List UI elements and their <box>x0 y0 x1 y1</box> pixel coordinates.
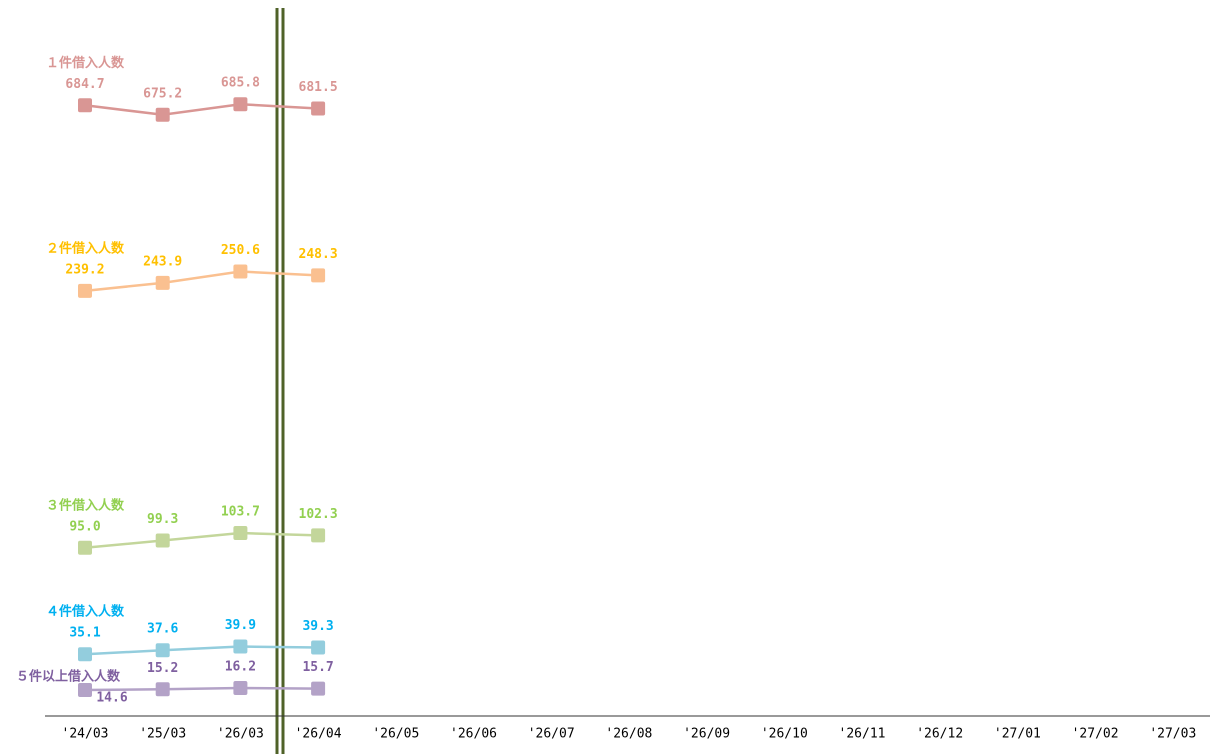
data-label: 675.2 <box>143 86 182 101</box>
data-label: 37.6 <box>147 622 178 637</box>
data-label: 243.9 <box>143 254 182 269</box>
x-tick-label: '26/04 <box>295 727 342 742</box>
point <box>311 681 326 696</box>
point <box>311 640 326 655</box>
x-tick-label: '24/03 <box>62 727 109 742</box>
x-tick-label: '26/07 <box>528 727 575 742</box>
x-tick-label: '27/03 <box>1149 727 1196 742</box>
data-label: 14.6 <box>96 691 127 706</box>
data-label: 103.7 <box>221 505 260 520</box>
point <box>155 107 170 122</box>
point <box>233 526 248 541</box>
data-label: 15.7 <box>302 660 333 675</box>
point <box>233 639 248 654</box>
series-label: ４件借入人数 <box>46 604 125 620</box>
series-label: １件借入人数 <box>46 55 125 71</box>
series-line <box>84 531 319 550</box>
series-line <box>84 645 319 656</box>
x-tick-label: '27/02 <box>1072 727 1119 742</box>
point <box>311 101 326 116</box>
point <box>155 682 170 697</box>
point <box>311 528 326 543</box>
point <box>78 647 92 662</box>
data-label: 15.2 <box>147 661 178 676</box>
data-label: 95.0 <box>69 519 100 534</box>
x-tick-label: '26/08 <box>605 727 652 742</box>
series-label: ３件借入人数 <box>46 497 125 513</box>
data-label: 39.9 <box>225 618 256 633</box>
series-label: ５件以上借入人数 <box>16 669 121 685</box>
x-tick-label: '27/01 <box>994 727 1041 742</box>
x-tick-label: '26/05 <box>372 727 419 742</box>
point <box>233 97 248 112</box>
x-tick-label: '26/10 <box>761 727 808 742</box>
data-label: 684.7 <box>65 77 104 92</box>
data-label: 39.3 <box>302 619 333 634</box>
data-label: 248.3 <box>299 247 338 262</box>
x-tick-label: '25/03 <box>139 727 186 742</box>
point <box>233 264 248 279</box>
series-line <box>84 102 319 117</box>
data-label: 99.3 <box>147 512 178 527</box>
data-label: 685.8 <box>221 76 260 91</box>
point <box>78 283 92 298</box>
x-tick-label: '26/03 <box>217 727 264 742</box>
point <box>78 540 92 555</box>
point <box>311 268 326 283</box>
data-label: 239.2 <box>65 262 104 277</box>
point <box>155 643 170 658</box>
x-tick-label: '26/06 <box>450 727 497 742</box>
point <box>78 98 92 113</box>
data-label: 681.5 <box>299 80 338 95</box>
series-label: ２件借入人数 <box>46 240 125 256</box>
x-tick-label: '26/12 <box>916 727 963 742</box>
point <box>155 275 170 290</box>
data-label: 16.2 <box>225 660 256 675</box>
data-label: 250.6 <box>221 243 260 258</box>
x-tick-label: '26/11 <box>839 727 886 742</box>
x-tick-label: '26/09 <box>683 727 730 742</box>
data-label: 35.1 <box>69 626 100 641</box>
point <box>233 681 248 695</box>
point <box>155 533 170 548</box>
series-line <box>84 686 319 692</box>
data-label: 102.3 <box>299 507 338 522</box>
point <box>78 683 92 697</box>
series-line <box>84 270 319 293</box>
